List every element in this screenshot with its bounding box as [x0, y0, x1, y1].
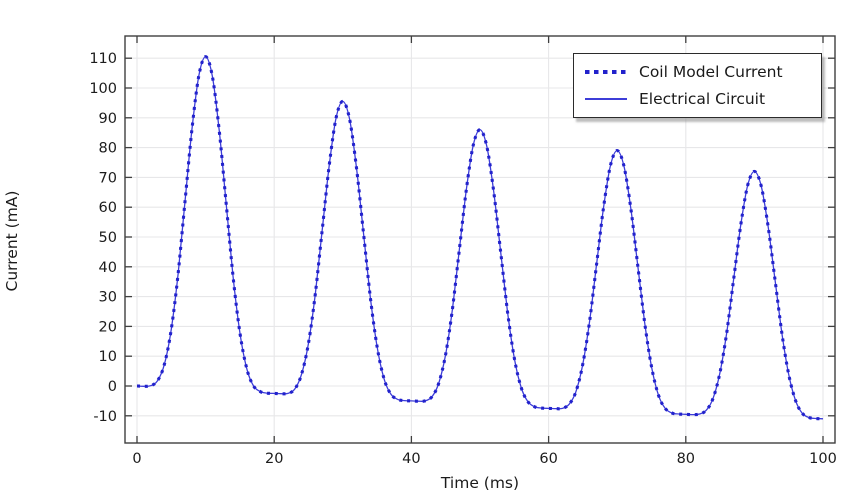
solid-line-swatch [585, 98, 627, 100]
y-tick-label: 10 [99, 349, 117, 365]
x-tick-label: 20 [265, 451, 283, 467]
legend-item-electrical-circuit: Electrical Circuit [585, 89, 821, 109]
y-tick-label: 90 [99, 111, 117, 127]
legend: Coil Model Current Electrical Circuit [573, 53, 822, 118]
x-tick-label: 60 [539, 451, 557, 467]
y-tick-label: 0 [108, 379, 117, 395]
axis-ticks [125, 36, 835, 443]
y-tick-label: 110 [89, 51, 117, 67]
series-electrical-circuit-line [136, 56, 824, 420]
y-tick-label: 50 [99, 230, 117, 246]
x-tick-label: 100 [809, 451, 837, 467]
y-tick-label: 80 [99, 141, 117, 157]
legend-label: Coil Model Current [639, 63, 783, 81]
x-tick-label: 0 [132, 451, 141, 467]
legend-label: Electrical Circuit [639, 90, 766, 108]
y-tick-label: 60 [99, 200, 117, 216]
y-tick-label: 20 [99, 319, 117, 335]
y-tick-label: 30 [99, 290, 117, 306]
y-tick-label: 70 [99, 170, 117, 186]
legend-item-coil-model-current: Coil Model Current [585, 62, 821, 82]
y-tick-label: 40 [99, 260, 117, 276]
x-tick-label: 40 [402, 451, 420, 467]
x-tick-label: 80 [677, 451, 695, 467]
y-axis-title: Current (mA) [3, 190, 21, 292]
y-tick-label: 100 [89, 81, 117, 97]
plot-frame [124, 35, 836, 444]
x-axis-title: Time (ms) [440, 474, 520, 492]
dotted-line-swatch [585, 70, 627, 74]
y-tick-label: -10 [93, 409, 117, 425]
